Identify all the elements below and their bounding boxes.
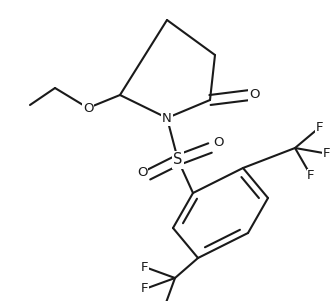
Text: F: F [316, 121, 323, 134]
Text: O: O [137, 167, 147, 179]
Text: S: S [173, 152, 183, 168]
Text: F: F [141, 261, 149, 274]
Text: F: F [160, 301, 168, 303]
Text: O: O [213, 136, 223, 149]
Text: F: F [323, 147, 330, 160]
Text: N: N [162, 112, 172, 125]
Text: F: F [307, 169, 315, 182]
Text: O: O [249, 88, 259, 102]
Text: O: O [83, 102, 93, 115]
Text: F: F [141, 282, 149, 295]
